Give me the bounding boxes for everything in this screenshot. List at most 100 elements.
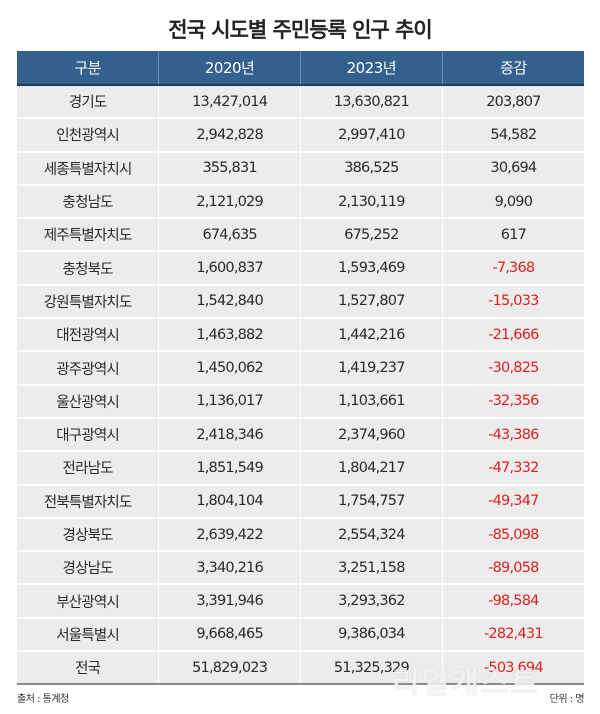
table-row: 세종특별자치시 355,831 386,525 30,694 <box>17 150 584 185</box>
change-cell: -282,431 <box>441 616 584 652</box>
value-2020-cell: 2,121,029 <box>158 183 301 219</box>
table-row: 충청남도 2,121,029 2,130,119 9,090 <box>17 183 584 219</box>
region-cell: 경상북도 <box>17 516 159 552</box>
value-2023-cell: 1,419,237 <box>300 350 443 385</box>
table-row: 전국 51,829,023 51,325,329 -503,694 <box>17 650 584 686</box>
change-cell: -85,098 <box>441 516 584 552</box>
value-2023-cell: 51,325,329 <box>300 650 443 686</box>
value-2023-cell: 1,442,216 <box>300 317 443 352</box>
source-note: 출처 : 통계청 <box>17 694 69 705</box>
value-2023-cell: 1,804,217 <box>300 450 443 485</box>
region-cell: 서울특별시 <box>17 616 159 652</box>
change-cell: -47,332 <box>441 450 584 485</box>
value-2023-cell: 2,997,410 <box>300 117 443 152</box>
value-2020-cell: 1,136,017 <box>158 383 301 418</box>
region-cell: 제주특별자치도 <box>17 217 159 252</box>
table-row: 전라남도 1,851,549 1,804,217 -47,332 <box>17 450 584 485</box>
table-header-row: 구분 2020년 2023년 증감 <box>17 51 584 86</box>
value-2020-cell: 51,829,023 <box>158 650 301 686</box>
table-row: 광주광역시 1,450,062 1,419,237 -30,825 <box>17 350 584 385</box>
region-cell: 인천광역시 <box>17 117 159 152</box>
value-2023-cell: 2,554,324 <box>300 516 443 552</box>
value-2020-cell: 1,463,882 <box>158 317 301 352</box>
value-2020-cell: 1,600,837 <box>158 250 301 285</box>
value-2023-cell: 1,103,661 <box>300 383 443 418</box>
region-cell: 경상남도 <box>17 550 159 585</box>
change-cell: -15,033 <box>441 283 584 319</box>
value-2020-cell: 3,340,216 <box>158 550 301 585</box>
table-row: 경상북도 2,639,422 2,554,324 -85,098 <box>17 516 584 552</box>
value-2020-cell: 355,831 <box>158 150 301 185</box>
table-row: 전북특별자치도 1,804,104 1,754,757 -49,347 <box>17 483 584 518</box>
unit-note: 단위 : 명 <box>549 694 585 705</box>
region-cell: 울산광역시 <box>17 383 159 418</box>
region-cell: 세종특별자치시 <box>17 150 159 185</box>
table-row: 제주특별자치도 674,635 675,252 617 <box>17 217 584 252</box>
change-cell: -49,347 <box>441 483 584 518</box>
region-cell: 전라남도 <box>17 450 159 485</box>
change-cell: 9,090 <box>441 183 584 219</box>
region-cell: 경기도 <box>17 85 159 119</box>
region-cell: 충청북도 <box>17 250 159 285</box>
change-cell: 54,582 <box>441 117 584 152</box>
value-2020-cell: 1,804,104 <box>158 483 301 518</box>
change-cell: -89,058 <box>441 550 584 585</box>
change-cell: -32,356 <box>441 383 584 418</box>
region-cell: 대전광역시 <box>17 317 159 352</box>
table-row: 인천광역시 2,942,828 2,997,410 54,582 <box>17 117 584 152</box>
change-cell: 617 <box>441 217 584 252</box>
table-row: 서울특별시 9,668,465 9,386,034 -282,431 <box>17 616 584 652</box>
value-2020-cell: 2,418,346 <box>158 416 301 452</box>
value-2023-cell: 13,630,821 <box>300 85 443 119</box>
value-2020-cell: 9,668,465 <box>158 616 301 652</box>
value-2020-cell: 1,542,840 <box>158 283 301 319</box>
value-2023-cell: 3,251,158 <box>300 550 443 585</box>
value-2023-cell: 9,386,034 <box>300 616 443 652</box>
value-2023-cell: 3,293,362 <box>300 583 443 618</box>
value-2020-cell: 2,942,828 <box>158 117 301 152</box>
value-2023-cell: 1,754,757 <box>300 483 443 518</box>
value-2023-cell: 386,525 <box>300 150 443 185</box>
column-header-2023: 2023년 <box>300 51 443 86</box>
value-2020-cell: 2,639,422 <box>158 516 301 552</box>
region-cell: 전국 <box>17 650 159 686</box>
change-cell: 203,807 <box>441 85 584 119</box>
column-header-region: 구분 <box>17 51 159 86</box>
column-header-change: 증감 <box>441 51 584 86</box>
table-row: 대구광역시 2,418,346 2,374,960 -43,386 <box>17 416 584 452</box>
value-2023-cell: 1,593,469 <box>300 250 443 285</box>
value-2020-cell: 13,427,014 <box>158 85 301 119</box>
table-row: 경기도 13,427,014 13,630,821 203,807 <box>17 85 584 119</box>
change-cell: -21,666 <box>441 317 584 352</box>
value-2023-cell: 1,527,807 <box>300 283 443 319</box>
change-cell: -30,825 <box>441 350 584 385</box>
table-row: 경상남도 3,340,216 3,251,158 -89,058 <box>17 550 584 585</box>
change-cell: -43,386 <box>441 416 584 452</box>
value-2020-cell: 3,391,946 <box>158 583 301 618</box>
value-2023-cell: 2,374,960 <box>300 416 443 452</box>
region-cell: 강원특별자치도 <box>17 283 159 319</box>
table-row: 대전광역시 1,463,882 1,442,216 -21,666 <box>17 317 584 352</box>
value-2023-cell: 675,252 <box>300 217 443 252</box>
region-cell: 부산광역시 <box>17 583 159 618</box>
population-table: 구분 2020년 2023년 증감 경기도 13,427,014 13,630,82… <box>17 51 584 686</box>
table-row: 울산광역시 1,136,017 1,103,661 -32,356 <box>17 383 584 418</box>
value-2020-cell: 674,635 <box>158 217 301 252</box>
table-body: 경기도 13,427,014 13,630,821 203,807 인천광역시 2,942… <box>17 85 584 686</box>
region-cell: 광주광역시 <box>17 350 159 385</box>
change-cell: -7,368 <box>441 250 584 285</box>
region-cell: 대구광역시 <box>17 416 159 452</box>
column-header-2020: 2020년 <box>158 51 301 86</box>
change-cell: 30,694 <box>441 150 584 185</box>
table-row: 충청북도 1,600,837 1,593,469 -7,368 <box>17 250 584 285</box>
table-row: 부산광역시 3,391,946 3,293,362 -98,584 <box>17 583 584 618</box>
table-row: 강원특별자치도 1,542,840 1,527,807 -15,033 <box>17 283 584 319</box>
region-cell: 전북특별자치도 <box>17 483 159 518</box>
value-2023-cell: 2,130,119 <box>300 183 443 219</box>
change-cell: -98,584 <box>441 583 584 618</box>
value-2020-cell: 1,851,549 <box>158 450 301 485</box>
region-cell: 충청남도 <box>17 183 159 219</box>
change-cell: -503,694 <box>441 650 584 686</box>
page-title: 전국 시도별 주민등록 인구 추이 <box>168 18 432 42</box>
value-2020-cell: 1,450,062 <box>158 350 301 385</box>
